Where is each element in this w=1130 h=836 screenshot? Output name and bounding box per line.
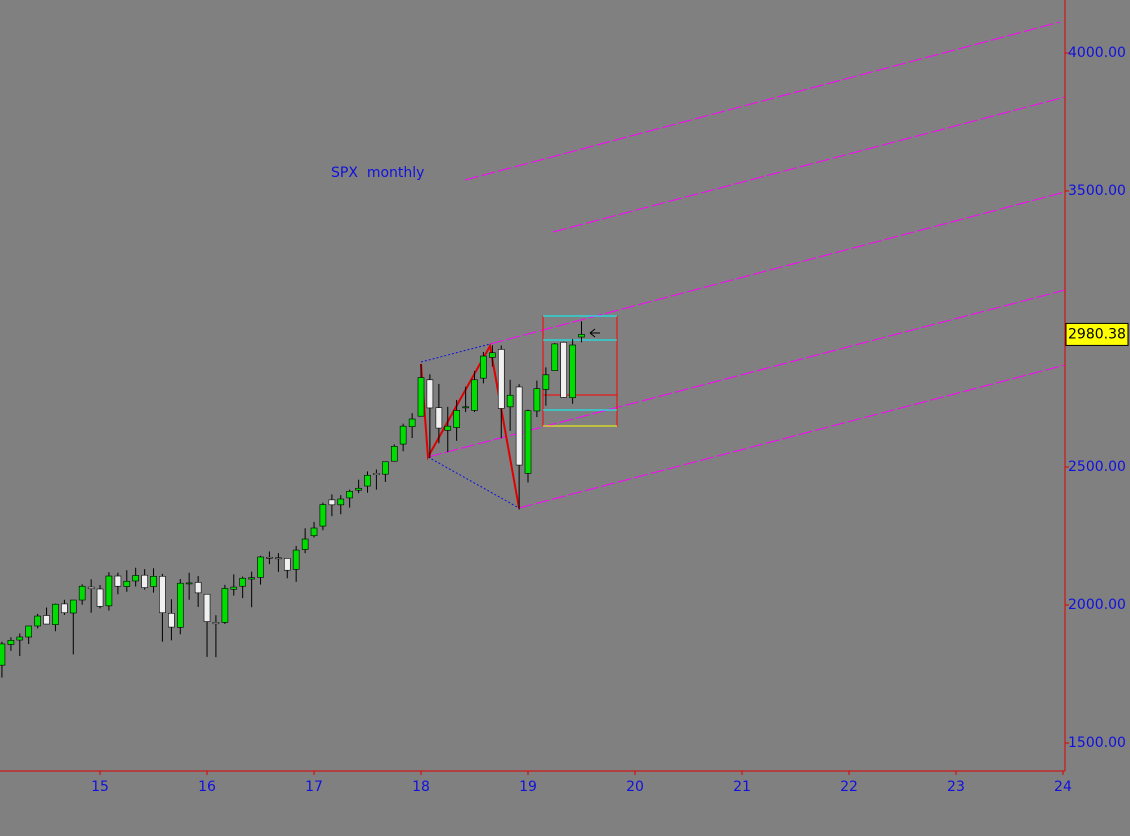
candle-body [43,615,50,625]
candle-body [132,575,139,582]
candle-body [524,410,532,474]
candle-body [328,499,336,506]
candle-body [176,582,184,628]
candle-body [0,643,6,666]
candle-body [248,577,255,580]
candle-body [489,352,496,358]
candle-body [506,394,514,408]
candle-body [462,406,469,409]
candle-body [471,379,478,411]
x-tick-label: 23 [947,779,965,795]
candle-body [275,557,282,560]
candle-body [453,410,460,428]
x-tick-label: 22 [840,779,858,795]
candle-body [69,599,77,614]
candle-body [390,446,398,462]
candle-body [408,418,416,428]
candle-body [319,504,327,527]
candle-body [87,586,95,590]
candle-body [221,588,229,623]
candle-body [283,558,291,571]
fork-line [427,289,1066,458]
x-tick-label: 19 [519,779,537,795]
x-tick-label: 17 [305,779,323,795]
candle-body [114,575,122,587]
candle-body [355,487,362,491]
candle-body [159,576,166,614]
candle-body [373,473,380,476]
candle-body [203,593,211,622]
x-tick-label: 18 [412,779,430,795]
candle-body [480,355,487,379]
candle-body [105,575,113,607]
candle-body [292,549,300,570]
y-tick-label: 1500.00 [1068,735,1126,751]
chart-title: SPX monthly [331,165,424,181]
candle-body [382,461,389,475]
candle-body [61,603,68,614]
price-box [1065,322,1129,346]
candle-body [578,334,585,338]
candle-body [141,574,148,588]
arrow [589,328,600,338]
x-tick-label: 16 [198,779,216,795]
candle-body [301,538,309,550]
candle-body [212,622,220,625]
candle-body [150,576,157,587]
x-tick-label: 21 [733,779,751,795]
fork-base [420,343,491,363]
candle-body [34,615,41,627]
candle-body [257,556,264,578]
candle-body [123,580,131,587]
y-tick-label: 4000.00 [1068,45,1126,61]
candle-body [435,407,443,429]
candle-body [25,625,32,638]
candle-body [168,612,175,628]
candle-body [78,585,86,601]
candle-body [426,379,434,409]
candle-body [266,556,273,559]
fork-line [552,96,1066,233]
x-tick-label: 20 [626,779,644,795]
candle-body [497,349,505,409]
candle-body [444,425,452,431]
zigzag [420,343,520,509]
candle-body [346,490,353,499]
candle-body [417,377,425,417]
candle-body [515,386,523,466]
x-tick-label: 24 [1054,779,1072,795]
candle-body [239,577,246,587]
candle-body [194,582,202,594]
fork-base [427,456,520,509]
y-tick-label: 2500.00 [1068,459,1126,475]
candle-body [364,474,371,487]
candle-body [569,344,576,399]
y-tick-label: 3500.00 [1068,183,1126,199]
annotations [420,21,1066,509]
candle-body [52,603,59,625]
y-tick-label: 2000.00 [1068,597,1126,613]
candle-body [96,588,104,607]
candle-body [560,341,567,398]
candle-body [16,636,24,641]
fork-line [464,21,1061,181]
candle-body [542,374,550,390]
candle-body [185,582,193,585]
fork-line [489,191,1066,345]
candle-body [399,425,407,445]
candle-body [230,586,238,590]
x-tick-label: 15 [91,779,109,795]
fork-line [518,364,1066,509]
candle-body [551,343,559,371]
candle-body [337,498,345,506]
candle-body [310,527,318,537]
candle-body [7,640,15,645]
price-label: 2980.38 [1068,326,1126,342]
candle-body [533,388,541,412]
